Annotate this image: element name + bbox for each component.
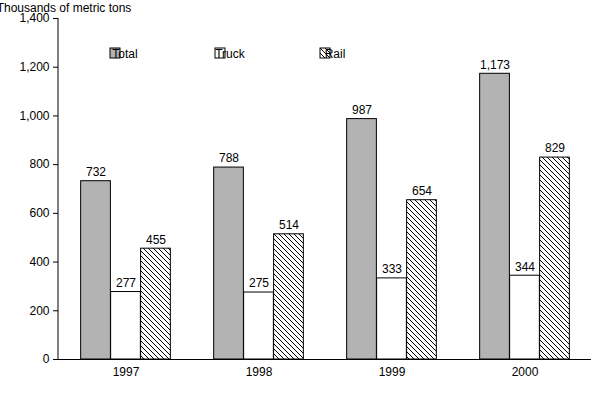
svg-text:987: 987 xyxy=(352,103,372,117)
svg-text:654: 654 xyxy=(412,184,432,198)
svg-text:514: 514 xyxy=(279,218,299,232)
svg-text:275: 275 xyxy=(249,276,269,290)
svg-text:333: 333 xyxy=(382,262,402,276)
svg-text:Total: Total xyxy=(112,47,137,61)
svg-text:1,400: 1,400 xyxy=(19,11,50,26)
svg-text:1999: 1999 xyxy=(379,365,406,379)
svg-text:Truck: Truck xyxy=(215,47,246,61)
svg-text:1,173: 1,173 xyxy=(480,58,510,72)
svg-text:344: 344 xyxy=(515,260,535,274)
svg-text:400: 400 xyxy=(29,255,49,269)
svg-text:455: 455 xyxy=(146,233,166,247)
svg-text:829: 829 xyxy=(545,141,565,155)
svg-text:1998: 1998 xyxy=(246,365,273,379)
svg-text:200: 200 xyxy=(29,304,49,318)
svg-text:1997: 1997 xyxy=(113,365,140,379)
svg-text:800: 800 xyxy=(29,157,49,171)
svg-text:2000: 2000 xyxy=(512,365,539,379)
svg-text:788: 788 xyxy=(219,151,239,165)
svg-text:732: 732 xyxy=(86,165,106,179)
svg-text:0: 0 xyxy=(43,352,50,366)
svg-text:600: 600 xyxy=(29,206,49,220)
svg-text:1,200: 1,200 xyxy=(19,60,49,74)
svg-text:Thousands of metric tons: Thousands of metric tons xyxy=(0,1,131,15)
svg-text:1,000: 1,000 xyxy=(19,109,49,123)
svg-text:Rail: Rail xyxy=(325,47,346,61)
svg-text:277: 277 xyxy=(116,276,136,290)
